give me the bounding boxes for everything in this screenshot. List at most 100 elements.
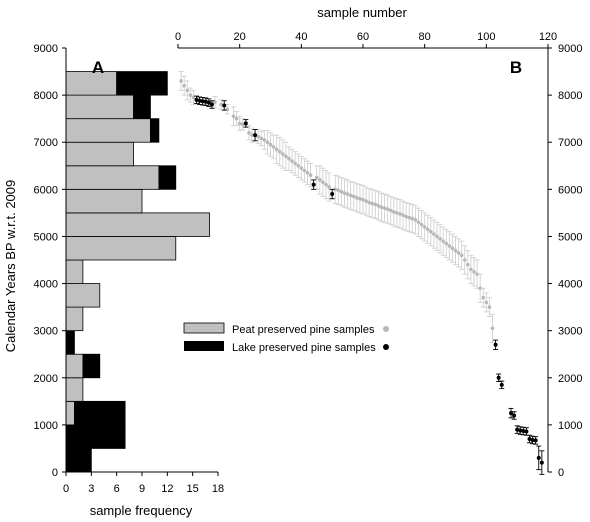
point-lake (527, 437, 532, 442)
point-peat (441, 239, 445, 243)
point-peat (447, 244, 452, 248)
point-peat (333, 187, 338, 192)
hist-bar-lake (133, 94, 151, 120)
y-axis-title: Calendar Years BP w.r.t. 2009 (3, 180, 18, 353)
point-peat (351, 194, 356, 199)
point-peat (314, 175, 319, 180)
point-peat (367, 200, 371, 205)
legend: Peat preserved pine samples Lake preserv… (183, 322, 389, 354)
point-peat (388, 208, 393, 213)
point-peat (481, 295, 486, 300)
point-peat (379, 205, 384, 210)
hist-bar-peat (65, 141, 134, 167)
point-peat (453, 248, 458, 253)
y-tick-label-left: 3000 (34, 326, 58, 338)
scatter-points (178, 71, 545, 475)
point-peat (348, 193, 353, 198)
hist-bar-lake (150, 118, 160, 143)
histogram-bars (65, 71, 210, 473)
point-peat (466, 262, 470, 267)
point-peat (395, 211, 399, 215)
point-peat (250, 133, 254, 137)
point-peat (385, 207, 390, 211)
hist-bar-peat (65, 94, 134, 120)
hist-bar-lake (65, 448, 92, 473)
point-peat (274, 147, 279, 152)
point-peat (361, 197, 365, 202)
point-peat (281, 152, 285, 156)
y-tick-label-left: 0 (52, 467, 58, 479)
legend-peat-label: Peat preserved pine samples (232, 324, 375, 336)
legend-peat-marker (383, 326, 389, 332)
point-lake (253, 133, 258, 138)
point-peat (240, 122, 245, 127)
x-tick-label-bottom: 3 (88, 483, 94, 495)
y-tick-label-right: 5000 (558, 231, 582, 243)
x-tick-label-top: 80 (419, 31, 431, 43)
point-peat (478, 286, 482, 291)
legend-lake-swatch (184, 341, 224, 351)
hist-bar-peat (65, 188, 143, 214)
point-peat (459, 253, 464, 258)
panel-label-b: B (510, 58, 522, 77)
point-lake (194, 97, 199, 102)
point-lake (512, 413, 517, 418)
hist-bar-lake (65, 424, 126, 449)
point-peat (358, 196, 362, 201)
point-peat (364, 199, 368, 203)
hist-bar-peat (65, 377, 84, 402)
y-tick-label-left: 9000 (34, 43, 58, 55)
legend-peat-swatch (183, 322, 225, 334)
point-peat (419, 222, 424, 227)
point-peat (290, 159, 294, 163)
point-peat (185, 88, 190, 93)
point-lake (521, 429, 526, 434)
y-tick-label-right: 0 (558, 467, 564, 479)
point-peat (404, 214, 408, 219)
x-tick-label-bottom: 0 (63, 483, 69, 495)
x-tick-label-top: 120 (539, 31, 557, 43)
point-peat (345, 192, 350, 196)
hist-bar-lake (82, 353, 101, 379)
point-peat (284, 154, 288, 159)
point-peat (299, 166, 304, 170)
hist-bar-lake (116, 71, 168, 96)
point-lake (222, 103, 227, 108)
point-peat (318, 178, 322, 182)
point-lake (243, 121, 248, 126)
x-tick-label-bottom: 6 (114, 483, 120, 495)
point-peat (475, 272, 479, 276)
y-tick-label-left: 1000 (34, 420, 58, 432)
x-axis-title-top: sample number (317, 5, 407, 20)
point-lake (518, 428, 523, 433)
point-peat (413, 218, 418, 222)
panel-label-a: A (92, 58, 104, 77)
point-peat (438, 237, 442, 241)
legend-lake-label: Lake preserved pine samples (232, 342, 376, 354)
point-peat (305, 171, 310, 175)
y-tick-label-right: 9000 (558, 43, 582, 55)
y-tick-label-right: 2000 (558, 373, 582, 385)
point-peat (302, 168, 307, 173)
point-peat (355, 196, 359, 200)
y-tick-label-left: 4000 (34, 279, 58, 291)
point-peat (287, 156, 291, 161)
point-peat (265, 140, 270, 145)
point-peat (256, 134, 260, 139)
point-lake (496, 375, 501, 380)
x-tick-label-top: 100 (477, 31, 495, 43)
point-peat (324, 182, 328, 187)
x-tick-label-top: 0 (175, 31, 181, 43)
hist-bar-peat (65, 400, 75, 426)
x-tick-label-bottom: 18 (212, 483, 224, 495)
point-peat (237, 121, 242, 126)
point-peat (392, 210, 396, 214)
point-lake (493, 342, 498, 347)
y-tick-label-right: 1000 (558, 420, 582, 432)
hist-bar-peat (65, 236, 177, 261)
point-peat (188, 93, 193, 97)
point-lake (203, 99, 208, 104)
y-tick-label-right: 8000 (558, 90, 582, 102)
point-peat (259, 136, 264, 141)
